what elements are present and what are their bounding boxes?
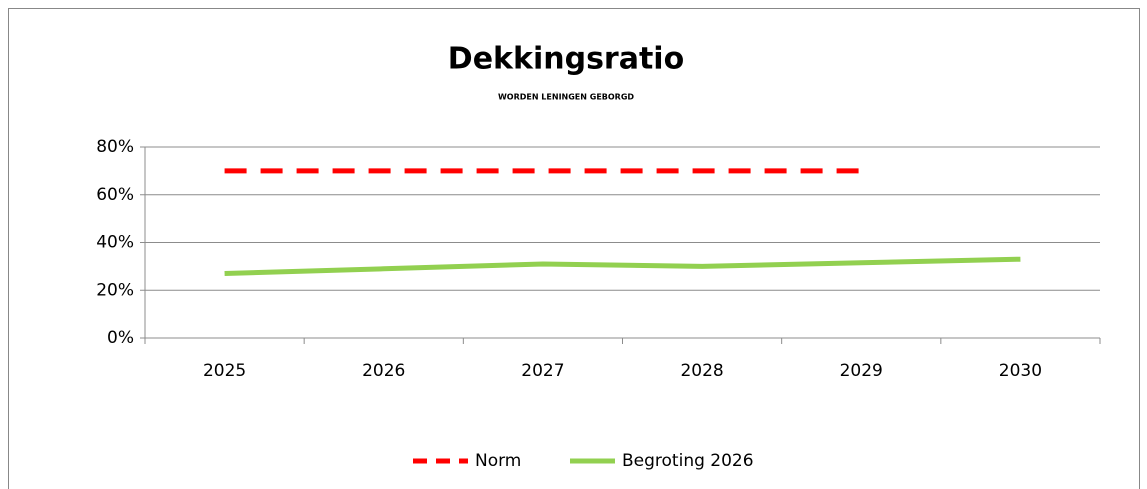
x-tick-label: 2027 [521, 361, 564, 381]
chart-title: Dekkingsratio [448, 42, 684, 77]
legend-label: Begroting 2026 [622, 451, 754, 471]
x-tick-label: 2026 [362, 361, 405, 381]
x-tick-label: 2030 [999, 361, 1042, 381]
y-tick-label: 40% [96, 233, 134, 253]
legend-label: Norm [475, 451, 521, 471]
y-tick-label: 60% [96, 185, 134, 205]
y-tick-label: 80% [96, 137, 134, 157]
y-tick-label: 20% [96, 280, 134, 300]
series-line [224, 256, 1021, 277]
x-tick-label: 2028 [680, 361, 723, 381]
chart-frame [8, 8, 1140, 489]
y-tick-label: 0% [107, 328, 134, 348]
x-tick-label: 2025 [203, 361, 246, 381]
chart-subtitle: WORDEN LENINGEN GEBORGD [498, 93, 634, 102]
x-tick-label: 2029 [840, 361, 883, 381]
